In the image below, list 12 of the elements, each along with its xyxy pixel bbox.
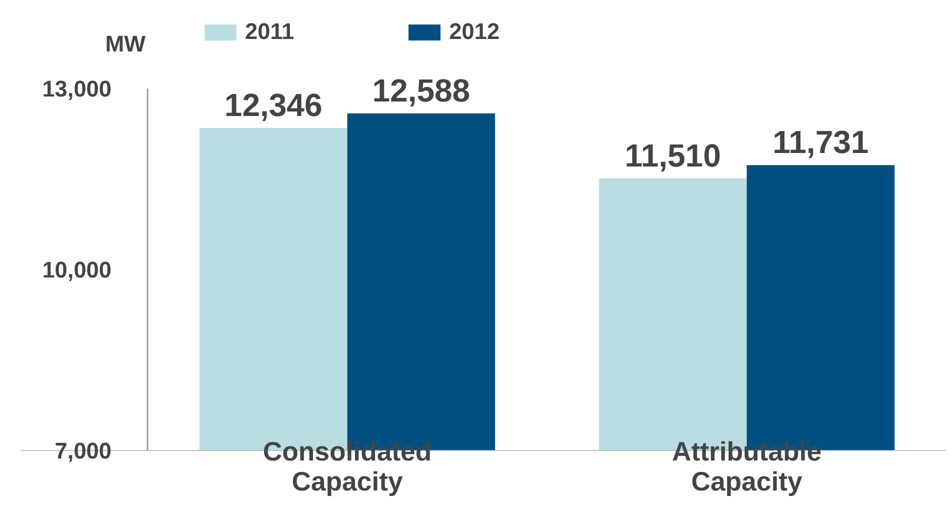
legend-label: 2011 <box>245 18 294 45</box>
data-label: 11,510 <box>624 137 721 174</box>
legend-label: 2012 <box>449 18 500 45</box>
x-tick-label: Consolidated Capacity <box>262 436 432 496</box>
data-label: 12,346 <box>224 86 322 123</box>
data-label: 11,731 <box>772 124 869 160</box>
y-axis-title: MW <box>105 30 146 56</box>
data-label: 12,588 <box>372 72 470 108</box>
x-tick-label: Attributable Capacity <box>672 436 822 496</box>
y-tick-label: 10,000 <box>42 256 112 282</box>
y-tick-label: 13,000 <box>42 76 112 102</box>
y-tick-label: 7,000 <box>54 438 112 464</box>
